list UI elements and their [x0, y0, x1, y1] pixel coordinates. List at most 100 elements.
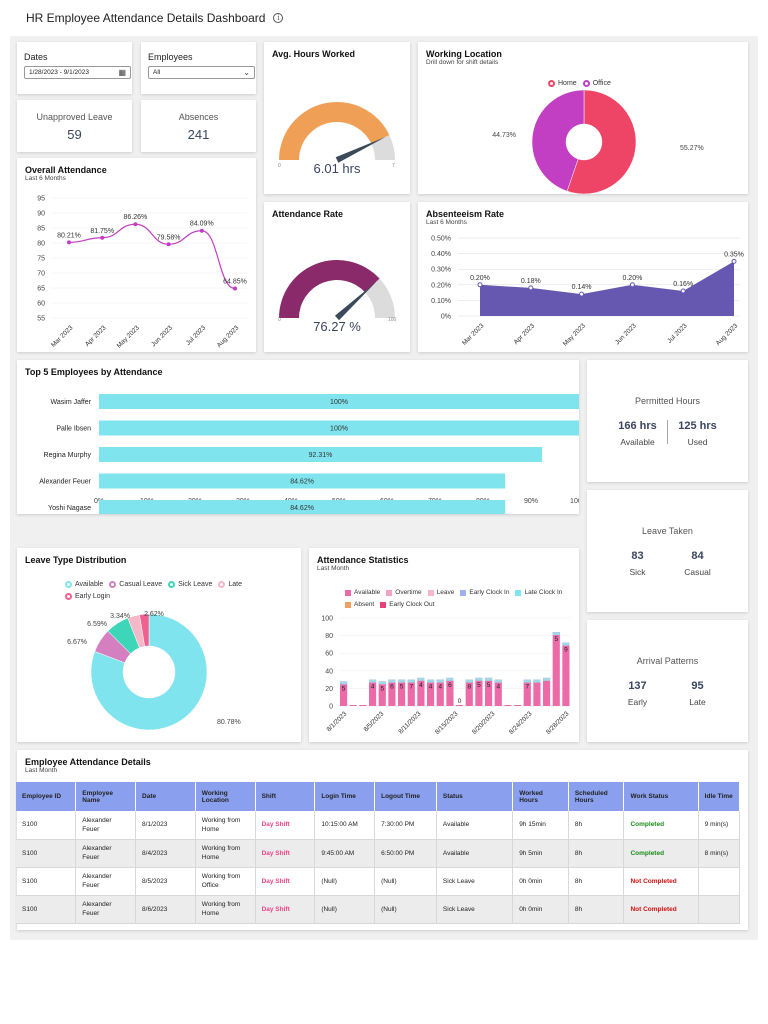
bar-chart-icon	[427, 589, 434, 596]
legend-overtime[interactable]: Overtime	[386, 589, 422, 596]
data-point	[67, 240, 71, 245]
date-range-value: 1/28/2023 - 9/1/2023	[29, 69, 89, 76]
col-work-status[interactable]: Work Status	[623, 782, 699, 811]
legend-late[interactable]: Late	[218, 581, 242, 588]
data-point	[199, 228, 204, 233]
bar-value-label: 100%	[330, 426, 348, 433]
legend-casual-leave[interactable]: Casual Leave	[109, 581, 162, 588]
legend-label: Overtime	[395, 589, 422, 596]
unapproved-leave-value: 59	[67, 127, 82, 142]
data-point	[477, 282, 483, 288]
avg-hours-min: 0	[278, 163, 281, 169]
stacked-bar	[485, 677, 493, 706]
x-tick-label: Mar 2023	[461, 322, 486, 347]
cell-employee-name: Alexander Feuer	[75, 867, 137, 896]
casual-label: Casual	[684, 567, 711, 577]
col-logout-time[interactable]: Logout Time	[374, 782, 437, 811]
legend-early-clock-in[interactable]: Early Clock In	[460, 589, 509, 596]
cell-work-status: Not Completed	[623, 895, 699, 924]
stacked-bar-top	[340, 681, 348, 685]
col-employee-id[interactable]: Employee ID	[16, 782, 77, 811]
absences-card: Absences 241	[141, 100, 256, 152]
bar-label: 8	[467, 684, 471, 691]
attendance-stats-subtitle: Last Month	[317, 565, 350, 572]
data-label: 0.35%	[724, 251, 744, 258]
legend-early-login[interactable]: Early Login	[65, 593, 110, 600]
legend-late-clock-in[interactable]: Late Clock In	[515, 589, 562, 596]
col-employee-name[interactable]: Employee Name	[75, 782, 137, 811]
cell-worked-hours: 0h 0min	[512, 895, 569, 924]
legend-early-clock-out[interactable]: Early Clock Out	[380, 601, 434, 608]
casual-value: 84	[691, 550, 704, 562]
cell-login-time: 9:45:00 AM	[314, 839, 376, 868]
legend-casual-leave-label: Casual Leave	[119, 581, 163, 588]
col-login-time[interactable]: Login Time	[314, 782, 376, 811]
x-tick-label: Jul 2023	[185, 324, 208, 347]
data-point	[233, 286, 237, 291]
x-tick-label: 8/1/2023	[326, 710, 349, 733]
legend-home[interactable]: Home	[548, 80, 577, 87]
y-tick-label: 0.50%	[431, 236, 451, 243]
employee-name-label: Palle Ibsen	[56, 426, 91, 433]
data-point	[528, 285, 534, 291]
working-location-legend: Home Office	[548, 80, 617, 87]
legend-sick-leave[interactable]: Sick Leave	[168, 581, 212, 588]
legend-available[interactable]: Available	[345, 589, 380, 596]
leave-type-donut: 80.78% 6.67% 6.59%3.34% 2.62%	[67, 611, 241, 731]
table-row[interactable]: S100 Alexander Feuer 8/5/2023 Working from …	[16, 867, 741, 896]
stacked-bar	[369, 679, 377, 706]
col-idle-time[interactable]: Idle Time	[698, 782, 741, 811]
slice-office	[531, 89, 585, 192]
bar-chart-icon	[386, 589, 393, 596]
col-scheduled-hours[interactable]: Scheduled Hours	[568, 782, 625, 811]
legend-early-login-label: Early Login	[75, 593, 111, 600]
leave-taken-values: 83 Sick 84 Casual	[587, 550, 748, 577]
absenteeism-subtitle: Last 6 Months	[426, 219, 467, 226]
table-row[interactable]: S100 Alexander Feuer 8/4/2023 Working from …	[16, 839, 741, 868]
avg-hours-title: Avg. Hours Worked	[272, 49, 356, 59]
stacked-bar-top	[369, 679, 377, 683]
bar-value-label: 84.62%	[290, 479, 314, 486]
cell-idle-time	[698, 895, 741, 924]
y-tick-label: 0%	[441, 314, 451, 321]
employee-bar	[99, 394, 579, 409]
data-label: 79.58%	[157, 234, 181, 241]
legend-absent[interactable]: Absent	[345, 601, 374, 608]
gauge-needle	[335, 136, 386, 163]
x-tick-label: 8/20/2023	[471, 710, 497, 736]
col-shift[interactable]: Shift	[255, 782, 316, 811]
legend-office[interactable]: Office	[582, 80, 611, 87]
employees-select[interactable]: All ⌄	[148, 66, 255, 79]
legend-available[interactable]: Available	[65, 581, 103, 588]
absences-value: 241	[187, 127, 210, 142]
stacked-bar-top	[494, 679, 502, 683]
legend-label: Leave	[436, 589, 455, 596]
cell-scheduled-hours: 8h	[568, 867, 625, 896]
col-worked-hours[interactable]: Worked Hours	[512, 782, 569, 811]
table-row[interactable]: S100 Alexander Feuer 8/6/2023 Working from …	[16, 895, 741, 924]
calendar-icon[interactable]: ▦	[118, 68, 126, 77]
cell-login-time: (Null)	[314, 867, 376, 896]
table-header-row: Employee ID Employee Name Date Working L…	[16, 782, 741, 811]
date-range-input[interactable]: 1/28/2023 - 9/1/2023 ▦	[24, 66, 131, 79]
chevron-down-icon[interactable]: ⌄	[243, 68, 250, 77]
col-date[interactable]: Date	[135, 782, 196, 811]
bar-chart-icon	[345, 589, 351, 596]
slice-home	[566, 89, 637, 194]
table-row[interactable]: S100 Alexander Feuer 8/1/2023 Working from …	[16, 811, 741, 840]
col-working-location[interactable]: Working Location	[195, 782, 256, 811]
cell-logout-time: (Null)	[374, 867, 437, 896]
stacked-bar	[504, 705, 512, 706]
legend-leave[interactable]: Leave	[427, 589, 455, 596]
cell-work-status: Completed	[623, 839, 699, 868]
cell-employee-name: Alexander Feuer	[75, 839, 137, 868]
cell-date: 8/1/2023	[135, 811, 196, 840]
info-icon[interactable]: i	[273, 13, 284, 23]
dates-filter-label: Dates	[24, 52, 48, 62]
arrival-patterns-card: Arrival Patterns 137 Early 95 Late	[587, 620, 748, 742]
col-status[interactable]: Status	[436, 782, 514, 811]
slice-available	[90, 613, 208, 731]
stacked-bar-top	[446, 677, 454, 681]
slice-label: 2.62%	[144, 611, 164, 618]
avg-hours-value: 6.01 hrs	[313, 161, 361, 176]
